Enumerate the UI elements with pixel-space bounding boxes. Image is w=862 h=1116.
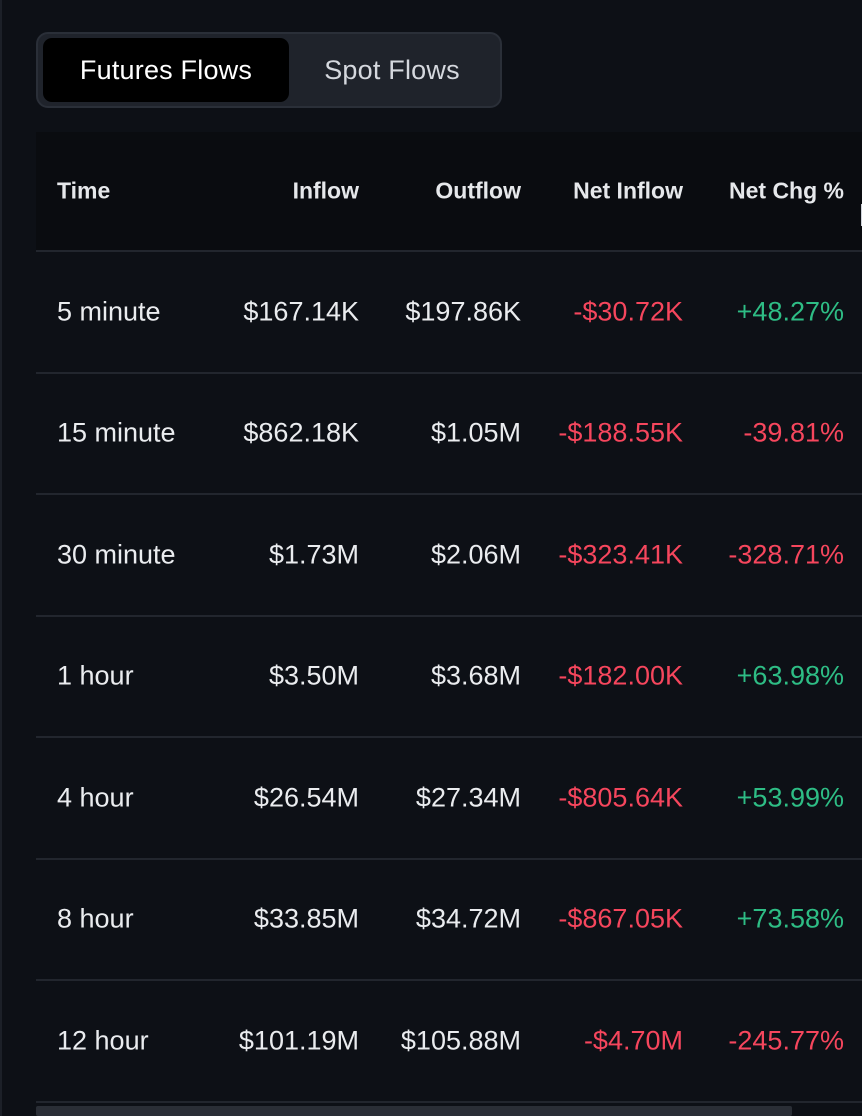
flow-type-tabs: Futures Flows Spot Flows bbox=[36, 32, 502, 108]
table-row: 1 hour $3.50M $3.68M -$182.00K +63.98% bbox=[36, 617, 862, 738]
cell-net-inflow: -$182.00K bbox=[558, 660, 683, 691]
cell-net-inflow: -$4.70M bbox=[583, 1025, 683, 1056]
cell-inflow: $167.14K bbox=[243, 296, 359, 327]
table-body: 5 minute $167.14K $197.86K -$30.72K +48.27% 1… bbox=[36, 252, 862, 1103]
cell-time: 15 minute bbox=[57, 417, 176, 448]
cell-outflow: $27.34M bbox=[415, 782, 521, 813]
cell-outflow: $34.72M bbox=[415, 903, 521, 934]
cell-inflow: $33.85M bbox=[253, 903, 359, 934]
cell-inflow: $26.54M bbox=[253, 782, 359, 813]
cell-inflow: $3.50M bbox=[268, 660, 359, 691]
cell-outflow: $3.68M bbox=[430, 660, 521, 691]
cell-net-inflow: -$867.05K bbox=[558, 903, 683, 934]
cell-time: 8 hour bbox=[57, 903, 134, 934]
horizontal-scrollbar[interactable] bbox=[36, 1106, 792, 1116]
cell-net-chg: -39.81% bbox=[743, 417, 844, 448]
table-row: 12 hour $101.19M $105.88M -$4.70M -245.77% bbox=[36, 981, 862, 1103]
table-row: 30 minute $1.73M $2.06M -$323.41K -328.71% bbox=[36, 495, 862, 617]
table-header: Time Inflow Outflow Net Inflow Net Chg % bbox=[36, 132, 862, 252]
cell-outflow: $197.86K bbox=[405, 296, 521, 327]
header-net-inflow[interactable]: Net Inflow bbox=[573, 177, 683, 204]
tab-futures-flows[interactable]: Futures Flows bbox=[43, 38, 289, 102]
cell-inflow: $1.73M bbox=[268, 539, 359, 570]
cell-net-chg: -328.71% bbox=[728, 539, 844, 570]
cell-outflow: $2.06M bbox=[430, 539, 521, 570]
header-net-chg[interactable]: Net Chg % bbox=[729, 177, 844, 204]
cell-time: 12 hour bbox=[57, 1025, 149, 1056]
tab-spot-flows[interactable]: Spot Flows bbox=[324, 54, 460, 85]
cell-net-inflow: -$30.72K bbox=[573, 296, 683, 327]
cell-net-chg: -245.77% bbox=[728, 1025, 844, 1056]
header-inflow[interactable]: Inflow bbox=[292, 177, 359, 204]
cell-net-chg: +63.98% bbox=[736, 660, 844, 691]
cell-time: 4 hour bbox=[57, 782, 134, 813]
cell-time: 5 minute bbox=[57, 296, 161, 327]
cell-time: 30 minute bbox=[57, 539, 176, 570]
cell-net-inflow: -$805.64K bbox=[558, 782, 683, 813]
cell-net-chg: +53.99% bbox=[736, 782, 844, 813]
flows-table: Time Inflow Outflow Net Inflow Net Chg %… bbox=[36, 132, 862, 1103]
cell-net-chg: +73.58% bbox=[736, 903, 844, 934]
cell-net-chg: +48.27% bbox=[736, 296, 844, 327]
cell-time: 1 hour bbox=[57, 660, 134, 691]
cell-outflow: $1.05M bbox=[430, 417, 521, 448]
cell-net-inflow: -$188.55K bbox=[558, 417, 683, 448]
cell-inflow: $862.18K bbox=[243, 417, 359, 448]
header-time[interactable]: Time bbox=[57, 177, 111, 204]
table-row: 15 minute $862.18K $1.05M -$188.55K -39.81% bbox=[36, 374, 862, 495]
table-row: 4 hour $26.54M $27.34M -$805.64K +53.99% bbox=[36, 738, 862, 860]
table-row: 5 minute $167.14K $197.86K -$30.72K +48.27% bbox=[36, 252, 862, 374]
cell-inflow: $101.19M bbox=[238, 1025, 359, 1056]
cell-net-inflow: -$323.41K bbox=[558, 539, 683, 570]
cell-outflow: $105.88M bbox=[400, 1025, 521, 1056]
header-outflow[interactable]: Outflow bbox=[435, 177, 521, 204]
table-row: 8 hour $33.85M $34.72M -$867.05K +73.58% bbox=[36, 860, 862, 981]
